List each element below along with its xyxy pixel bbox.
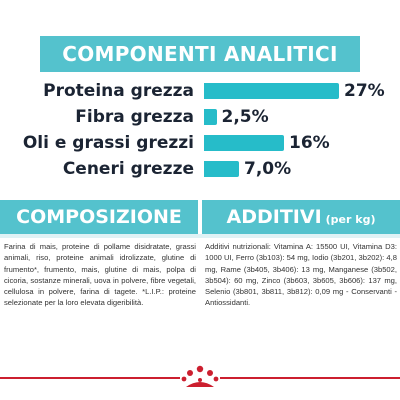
row-bar xyxy=(204,135,284,151)
composition-text: Farina di mais, proteine di pollame disi… xyxy=(4,242,196,308)
analytic-row-fat: Oli e grassi grezzi 16% xyxy=(0,132,400,154)
additives-text: Additivi nutrizionali: Vitamina A: 15500… xyxy=(205,242,397,308)
additives-heading: ADDITIVI (per kg) xyxy=(202,200,400,234)
row-value: 27% xyxy=(344,81,385,101)
royal-canin-crown-logo xyxy=(180,362,220,390)
analytic-row-protein: Proteina grezza 27% xyxy=(0,80,400,102)
additives-title-suffix: (per kg) xyxy=(325,213,376,226)
analytic-row-ash: Ceneri grezze 7,0% xyxy=(0,158,400,180)
row-value: 7,0% xyxy=(244,159,292,179)
row-label: Ceneri grezze xyxy=(62,159,194,179)
composition-heading: COMPOSIZIONE xyxy=(0,200,198,234)
row-bar xyxy=(204,109,217,125)
additives-title: ADDITIVI xyxy=(226,206,322,228)
row-value: 2,5% xyxy=(221,107,269,127)
row-label: Proteina grezza xyxy=(43,81,194,101)
row-label: Oli e grassi grezzi xyxy=(22,133,194,153)
heading-underline xyxy=(0,234,400,238)
row-bar xyxy=(204,83,339,99)
crown-icon xyxy=(181,365,219,387)
row-bar xyxy=(204,161,239,177)
row-value: 16% xyxy=(289,133,330,153)
analytic-row-fiber: Fibra grezza 2,5% xyxy=(0,106,400,128)
row-label: Fibra grezza xyxy=(75,107,194,127)
analytic-components-title: COMPONENTI ANALITICI xyxy=(40,36,360,72)
